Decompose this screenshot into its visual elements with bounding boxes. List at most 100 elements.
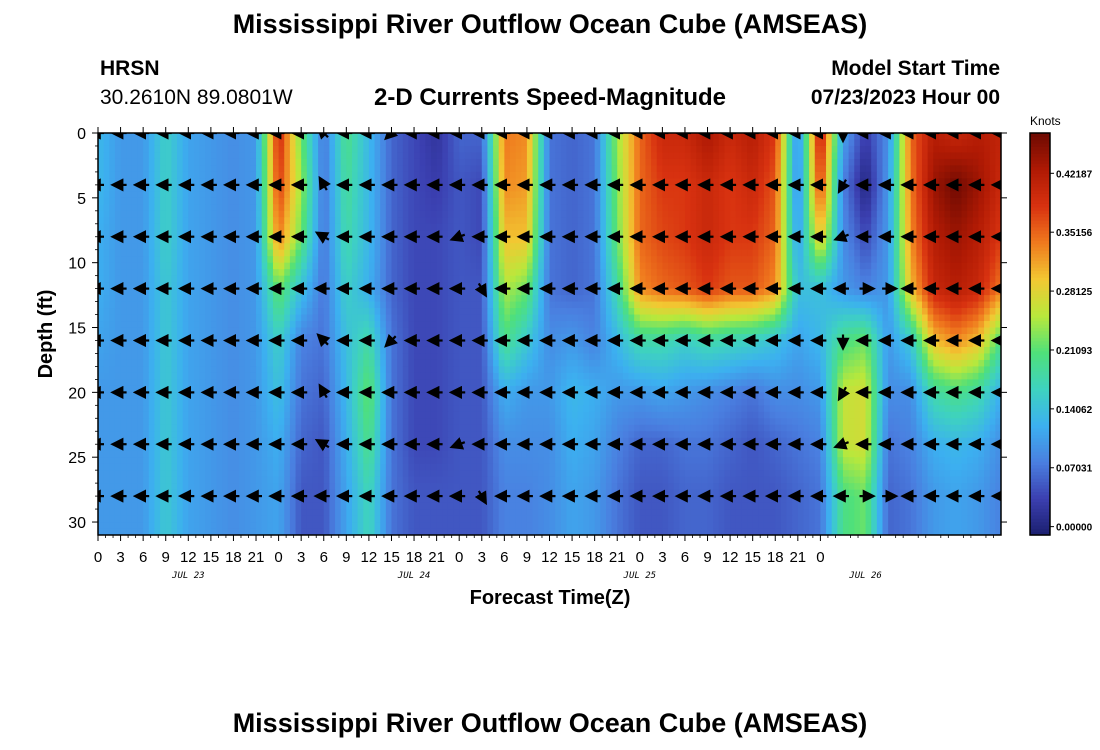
- heatmap-cell: [933, 249, 940, 257]
- heatmap-cell: [577, 295, 584, 303]
- heatmap-cell: [481, 249, 489, 257]
- heatmap-cell: [419, 327, 426, 335]
- heatmap-cell: [639, 230, 647, 238]
- heatmap-cell: [329, 223, 336, 231]
- heatmap-cell: [560, 236, 568, 244]
- heatmap-cell: [758, 210, 765, 218]
- heatmap-cell: [583, 210, 590, 218]
- heatmap-cell: [910, 256, 917, 264]
- heatmap-cell: [769, 145, 776, 154]
- heatmap-cell: [662, 197, 669, 205]
- heatmap-cell: [233, 256, 240, 264]
- heatmap-cell: [769, 165, 776, 173]
- heatmap-cell: [673, 301, 680, 309]
- heatmap-cell: [978, 327, 985, 335]
- heatmap-cell: [459, 178, 466, 186]
- heatmap-cell: [289, 197, 297, 205]
- heatmap-cell: [645, 165, 652, 173]
- heatmap-cell: [780, 210, 788, 218]
- heatmap-cell: [425, 249, 432, 257]
- heatmap-cell: [916, 230, 923, 238]
- heatmap-cell: [566, 139, 573, 147]
- heatmap-cell: [560, 197, 568, 205]
- heatmap-cell: [244, 139, 251, 147]
- heatmap-cell: [425, 262, 432, 270]
- heatmap-cell: [888, 223, 895, 231]
- heatmap-cell: [278, 282, 285, 290]
- heatmap-cell: [594, 288, 601, 296]
- heatmap-cell: [572, 269, 579, 277]
- heatmap-cell: [944, 327, 951, 335]
- heatmap-cell: [617, 282, 624, 290]
- heatmap-cell: [549, 321, 556, 329]
- heatmap-cell: [967, 249, 974, 257]
- heatmap-cell: [724, 158, 731, 167]
- heatmap-cell: [600, 308, 607, 316]
- heatmap-cell: [532, 133, 539, 141]
- heatmap-cell: [888, 145, 895, 154]
- heatmap-cell: [419, 165, 426, 173]
- heatmap-cell: [752, 288, 759, 296]
- heatmap-cell: [718, 158, 726, 167]
- heatmap-cell: [340, 158, 347, 167]
- heatmap-cell: [747, 243, 754, 251]
- heatmap-cell: [651, 243, 658, 251]
- heatmap-cell: [634, 256, 641, 264]
- heatmap-cell: [950, 171, 957, 179]
- heatmap-cell: [837, 204, 844, 212]
- heatmap-cell: [543, 197, 551, 205]
- heatmap-cell: [504, 314, 511, 322]
- heatmap-cell: [408, 308, 415, 316]
- heatmap-cell: [600, 158, 607, 167]
- heatmap-cell: [199, 204, 206, 212]
- heatmap-cell: [114, 256, 122, 264]
- heatmap-cell: [199, 327, 206, 335]
- heatmap-cell: [397, 327, 404, 335]
- heatmap-cell: [256, 217, 263, 225]
- heatmap-cell: [820, 288, 827, 296]
- heatmap-cell: [526, 165, 534, 173]
- heatmap-cell: [797, 230, 805, 238]
- heatmap-cell: [391, 249, 398, 257]
- heatmap-cell: [98, 288, 105, 296]
- heatmap-cell: [493, 295, 500, 303]
- heatmap-cell: [504, 133, 511, 141]
- heatmap-cell: [848, 184, 855, 192]
- heatmap-cell: [222, 217, 229, 225]
- heatmap-cell: [256, 223, 263, 231]
- heatmap-cell: [329, 308, 336, 316]
- heatmap-cell: [950, 145, 957, 154]
- heatmap-cell: [662, 236, 669, 244]
- heatmap-cell: [148, 243, 156, 251]
- heatmap-cell: [549, 301, 556, 309]
- heatmap-cell: [594, 321, 601, 329]
- heatmap-cell: [199, 217, 206, 225]
- heatmap-cell: [391, 210, 398, 218]
- heatmap-cell: [611, 152, 618, 160]
- heatmap-cell: [718, 321, 726, 329]
- heatmap-cell: [216, 152, 223, 160]
- heatmap-cell: [109, 327, 116, 335]
- heatmap-cell: [278, 249, 285, 257]
- heatmap-cell: [950, 139, 957, 147]
- heatmap-cell: [634, 223, 641, 231]
- heatmap-cell: [447, 256, 455, 264]
- heatmap-cell: [120, 295, 127, 303]
- heatmap-cell: [583, 197, 590, 205]
- heatmap-cell: [351, 288, 359, 296]
- heatmap-cell: [476, 210, 483, 218]
- heatmap-cell: [684, 327, 692, 335]
- heatmap-cell: [690, 165, 697, 173]
- heatmap-cell: [792, 145, 799, 154]
- heatmap-cell: [758, 288, 765, 296]
- heatmap-cell: [967, 210, 974, 218]
- heatmap-cell: [425, 223, 432, 231]
- heatmap-cell: [402, 197, 409, 205]
- heatmap-cell: [577, 197, 584, 205]
- heatmap-cell: [684, 262, 692, 270]
- heatmap-cell: [380, 269, 387, 277]
- heatmap-cell: [397, 204, 404, 212]
- heatmap-cell: [447, 269, 455, 277]
- heatmap-cell: [831, 230, 838, 238]
- heatmap-cell: [464, 197, 472, 205]
